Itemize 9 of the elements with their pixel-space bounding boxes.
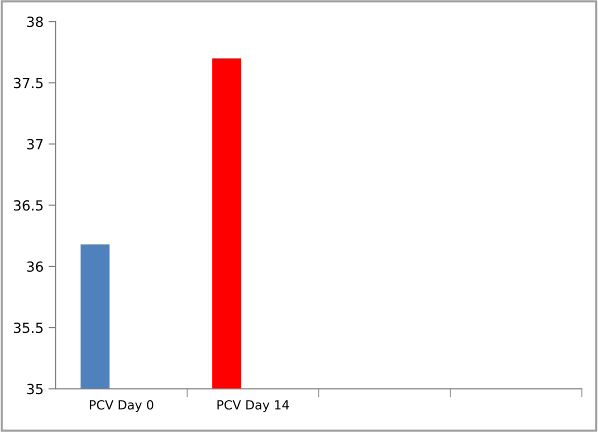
y-tick-label: 36 <box>27 261 43 272</box>
y-tick-label: 35.5 <box>14 322 43 334</box>
y-tick-label: 36.5 <box>14 200 43 211</box>
y-tick-label: 37 <box>27 138 43 150</box>
x-tick-label: PCV Day 0 <box>90 400 154 412</box>
y-tick-label: 38 <box>27 16 43 28</box>
y-tick-label: 35 <box>27 384 43 394</box>
y-tick-label: 37.5 <box>14 78 43 88</box>
x-tick-label: PCV Day 14 <box>218 400 289 412</box>
